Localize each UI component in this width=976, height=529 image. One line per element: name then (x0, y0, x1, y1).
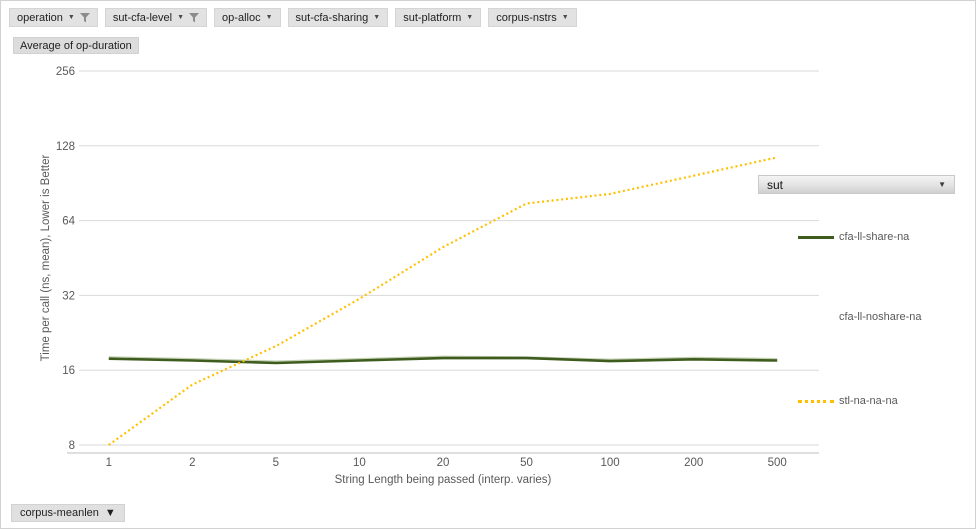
filter-field-sut-cfa-sharing[interactable]: sut-cfa-sharing ▼ (287, 8, 389, 27)
filter-field-sut-cfa-level[interactable]: sut-cfa-level ▼ (104, 8, 208, 27)
filter-field-label: sut-platform (403, 11, 462, 24)
x-tick-label: 20 (437, 457, 450, 469)
filter-field-label: corpus-nstrs (496, 11, 557, 24)
filter-field-sut-platform[interactable]: sut-platform ▼ (395, 8, 482, 27)
legend-swatch-hidden-line (798, 316, 834, 319)
y-tick-label: 32 (62, 290, 75, 302)
series-line-stl-na-na-na (108, 156, 778, 446)
x-tick-label: 50 (520, 457, 533, 469)
axis-field-label: corpus-meanlen (20, 507, 99, 519)
y-tick-label: 8 (69, 440, 75, 452)
y-tick-label: 64 (62, 216, 75, 228)
value-field-button[interactable]: Average of op-duration (13, 37, 139, 54)
filter-field-operation[interactable]: operation ▼ (9, 8, 98, 27)
x-tick-label: 500 (768, 457, 787, 469)
y-tick-label: 128 (56, 141, 75, 153)
sut-field-dropdown[interactable]: sut ▼ (758, 175, 955, 194)
x-tick-label: 2 (189, 457, 195, 469)
x-tick-label: 1 (106, 457, 112, 469)
y-tick-label: 256 (56, 66, 75, 78)
filter-field-row: operation ▼ sut-cfa-level ▼ op-alloc ▼ s… (9, 8, 577, 27)
legend-swatch-dotted-line (798, 399, 834, 403)
chevron-down-icon: ▼ (938, 180, 946, 189)
filter-field-label: sut-cfa-level (112, 11, 173, 24)
chevron-down-icon: ▼ (177, 14, 185, 21)
legend-label: stl-na-na-na (839, 395, 898, 407)
x-tick-label: 200 (684, 457, 703, 469)
filter-field-op-alloc[interactable]: op-alloc ▼ (214, 8, 281, 27)
filter-field-label: sut-cfa-sharing (295, 11, 369, 24)
series-line-cfa-ll-share-na (108, 356, 778, 365)
filter-funnel-icon (79, 12, 90, 23)
legend-item-cfa-ll-share-na: cfa-ll-share-na (798, 231, 909, 243)
axis-field-corpus-meanlen[interactable]: corpus-meanlen ▼ (11, 504, 125, 522)
chevron-down-icon: ▼ (373, 14, 381, 21)
x-tick-label: 100 (601, 457, 620, 469)
filter-field-label: operation (17, 11, 63, 24)
chevron-down-icon: ▼ (561, 14, 569, 21)
x-axis-title: String Length being passed (interp. vari… (335, 474, 552, 486)
legend-label: cfa-ll-share-na (839, 231, 910, 243)
y-tick-label: 16 (62, 365, 75, 377)
chevron-down-icon: ▼ (104, 507, 116, 519)
legend-swatch-solid-line (798, 235, 834, 239)
x-tick-label: 5 (273, 457, 279, 469)
filter-funnel-icon (189, 12, 200, 23)
chevron-down-icon: ▼ (265, 14, 273, 21)
y-axis-title: Time per call (ns, mean), Lower is Bette… (40, 155, 52, 362)
filter-field-label: op-alloc (222, 11, 261, 24)
chevron-down-icon: ▼ (466, 14, 474, 21)
legend-item-stl-na-na-na: stl-na-na-na (798, 395, 898, 407)
x-tick-label: 10 (353, 457, 366, 469)
value-field-label: Average of op-duration (20, 39, 132, 52)
sut-field-label: sut (767, 177, 784, 192)
legend-item-cfa-ll-noshare-na: cfa-ll-noshare-na (798, 311, 922, 323)
chevron-down-icon: ▼ (67, 14, 75, 21)
filter-field-corpus-nstrs[interactable]: corpus-nstrs ▼ (488, 8, 577, 27)
legend-label: cfa-ll-noshare-na (839, 311, 922, 323)
